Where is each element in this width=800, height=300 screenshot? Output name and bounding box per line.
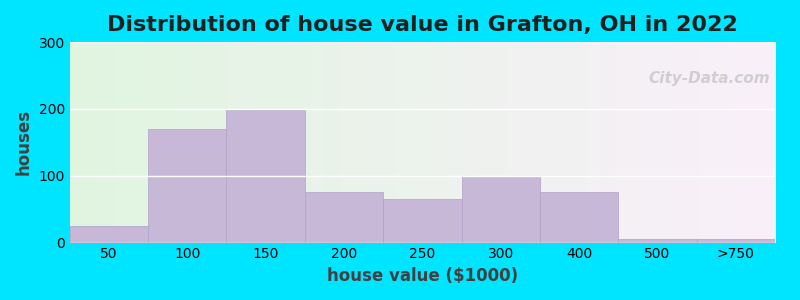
Bar bbox=[462, 176, 540, 243]
Bar bbox=[697, 239, 775, 243]
Y-axis label: houses: houses bbox=[15, 109, 33, 176]
Bar bbox=[540, 193, 618, 243]
Bar bbox=[383, 199, 462, 243]
Text: City-Data.com: City-Data.com bbox=[648, 71, 770, 86]
X-axis label: house value ($1000): house value ($1000) bbox=[327, 267, 518, 285]
Bar bbox=[618, 239, 697, 243]
Bar bbox=[226, 110, 305, 243]
Bar bbox=[148, 129, 226, 243]
Bar bbox=[70, 226, 148, 243]
Title: Distribution of house value in Grafton, OH in 2022: Distribution of house value in Grafton, … bbox=[107, 15, 738, 35]
Bar bbox=[305, 193, 383, 243]
